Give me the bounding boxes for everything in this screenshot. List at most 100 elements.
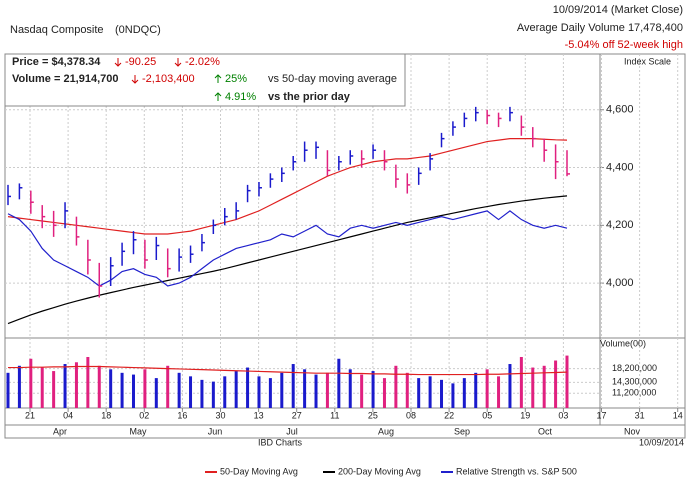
vs-ma: vs 50-day moving average	[268, 73, 397, 85]
volume-bar	[6, 372, 10, 408]
month-label: May	[129, 426, 147, 436]
volume-bar	[234, 371, 238, 408]
volume-bar	[86, 356, 90, 408]
info-frame	[4, 53, 406, 107]
name: Nasdaq Composite	[10, 24, 104, 36]
volume-bar	[246, 367, 250, 408]
day-label: 14	[673, 410, 683, 420]
price-axis-label: Index Scale	[624, 56, 671, 66]
up-arrow	[214, 92, 222, 101]
volume-bar	[257, 376, 261, 408]
volume-bar	[280, 372, 284, 408]
volume-bar	[74, 362, 78, 408]
day-label: 04	[63, 410, 73, 420]
volume-bar	[143, 369, 147, 408]
day-label: 16	[177, 410, 187, 420]
legend-label: 200-Day Moving Avg	[338, 466, 421, 476]
date-frame	[4, 407, 686, 439]
volume-bar	[52, 371, 56, 408]
volume-bar	[360, 374, 364, 408]
volume-average	[8, 365, 568, 376]
day-label: 25	[368, 410, 378, 420]
date: 10/09/2014 (Market Close)	[553, 4, 683, 16]
prior-pct: 4.91%	[225, 91, 256, 103]
volume-bar	[314, 374, 318, 408]
vs-prior: vs the prior day	[268, 91, 351, 103]
volume-bar	[565, 355, 569, 408]
volume-bar	[17, 365, 21, 408]
day-label: 02	[139, 410, 149, 420]
month-label: Jul	[286, 426, 298, 436]
volume-bar	[291, 364, 295, 408]
volume-bar	[189, 376, 193, 408]
volume-bar	[63, 364, 67, 408]
volume-bar	[29, 358, 33, 408]
volume-bar	[166, 365, 170, 408]
volume-bar	[371, 371, 375, 408]
volume-bar	[131, 374, 135, 408]
down-arrow	[114, 58, 122, 67]
symbol: (0NDQC)	[115, 24, 161, 36]
volume-bar	[497, 376, 501, 408]
volume-bar	[40, 367, 44, 408]
month-label: Apr	[53, 426, 67, 436]
info-box: Price = $4,378.34 -90.25 -2.02% Volume =…	[4, 53, 406, 107]
volume-bar	[554, 360, 558, 408]
volume-bar	[542, 365, 546, 408]
y-tick-label: 4,200	[606, 219, 634, 231]
volume-bar	[451, 383, 455, 408]
volume-bar	[200, 379, 204, 408]
price-pct: -2.02%	[185, 56, 220, 68]
line-series	[7, 210, 568, 287]
line-series	[7, 138, 568, 235]
y-tick-label: 4,400	[606, 161, 634, 173]
source: IBD Charts	[258, 437, 303, 447]
frame	[4, 53, 686, 409]
month-label: Oct	[538, 426, 553, 436]
day-label: 27	[292, 410, 302, 420]
price: Price = $4,378.34	[12, 56, 101, 68]
legend-label: 50-Day Moving Avg	[220, 466, 298, 476]
volume-bar	[462, 378, 466, 408]
volume-tick-label: 14,300,000	[612, 377, 657, 387]
down-arrow	[174, 58, 182, 67]
day-label: 13	[254, 410, 264, 420]
volume-bar	[97, 365, 101, 408]
day-label: 22	[444, 410, 454, 420]
price-change: -90.25	[125, 56, 156, 68]
day-label: 21	[25, 410, 35, 420]
day-label: 17	[596, 410, 606, 420]
volume-tick-label: 18,200,000	[612, 363, 657, 373]
month-label: Sep	[454, 426, 470, 436]
volume-bar	[268, 378, 272, 408]
volume-bar	[440, 379, 444, 408]
volume-bar	[531, 367, 535, 408]
day-label: 08	[406, 410, 416, 420]
volume-tick-label: 11,200,000	[612, 388, 656, 398]
volume-change: -2,103,400	[142, 73, 195, 85]
up-arrow	[214, 74, 222, 83]
volume-bar	[508, 364, 512, 408]
volume-bar	[154, 378, 158, 408]
down-arrow	[131, 75, 139, 84]
month-label: Jun	[208, 426, 223, 436]
volume-pct: 25%	[225, 73, 247, 85]
volume-bar	[428, 376, 432, 408]
volume-axis-label: Volume(00)	[600, 338, 646, 348]
off-high: -5.04% off 52-week high	[565, 39, 683, 51]
volume-bar	[177, 372, 181, 408]
volume-bar	[417, 378, 421, 408]
volume-bar	[519, 356, 523, 408]
volume-bar	[120, 372, 124, 408]
volume-bar	[325, 372, 329, 408]
legend: 50-Day Moving Avg 200-Day Moving Avg Relat…	[205, 466, 577, 476]
volume-bar	[211, 381, 215, 408]
volume-bar	[382, 378, 386, 408]
day-label: 31	[635, 410, 645, 420]
volume-bar	[485, 369, 489, 408]
volume-bar	[223, 376, 227, 408]
volume-bar	[109, 369, 113, 408]
y-tick-label: 4,000	[606, 277, 634, 289]
month-label: Nov	[624, 426, 641, 436]
volume: Volume = 21,914,700	[12, 73, 119, 85]
